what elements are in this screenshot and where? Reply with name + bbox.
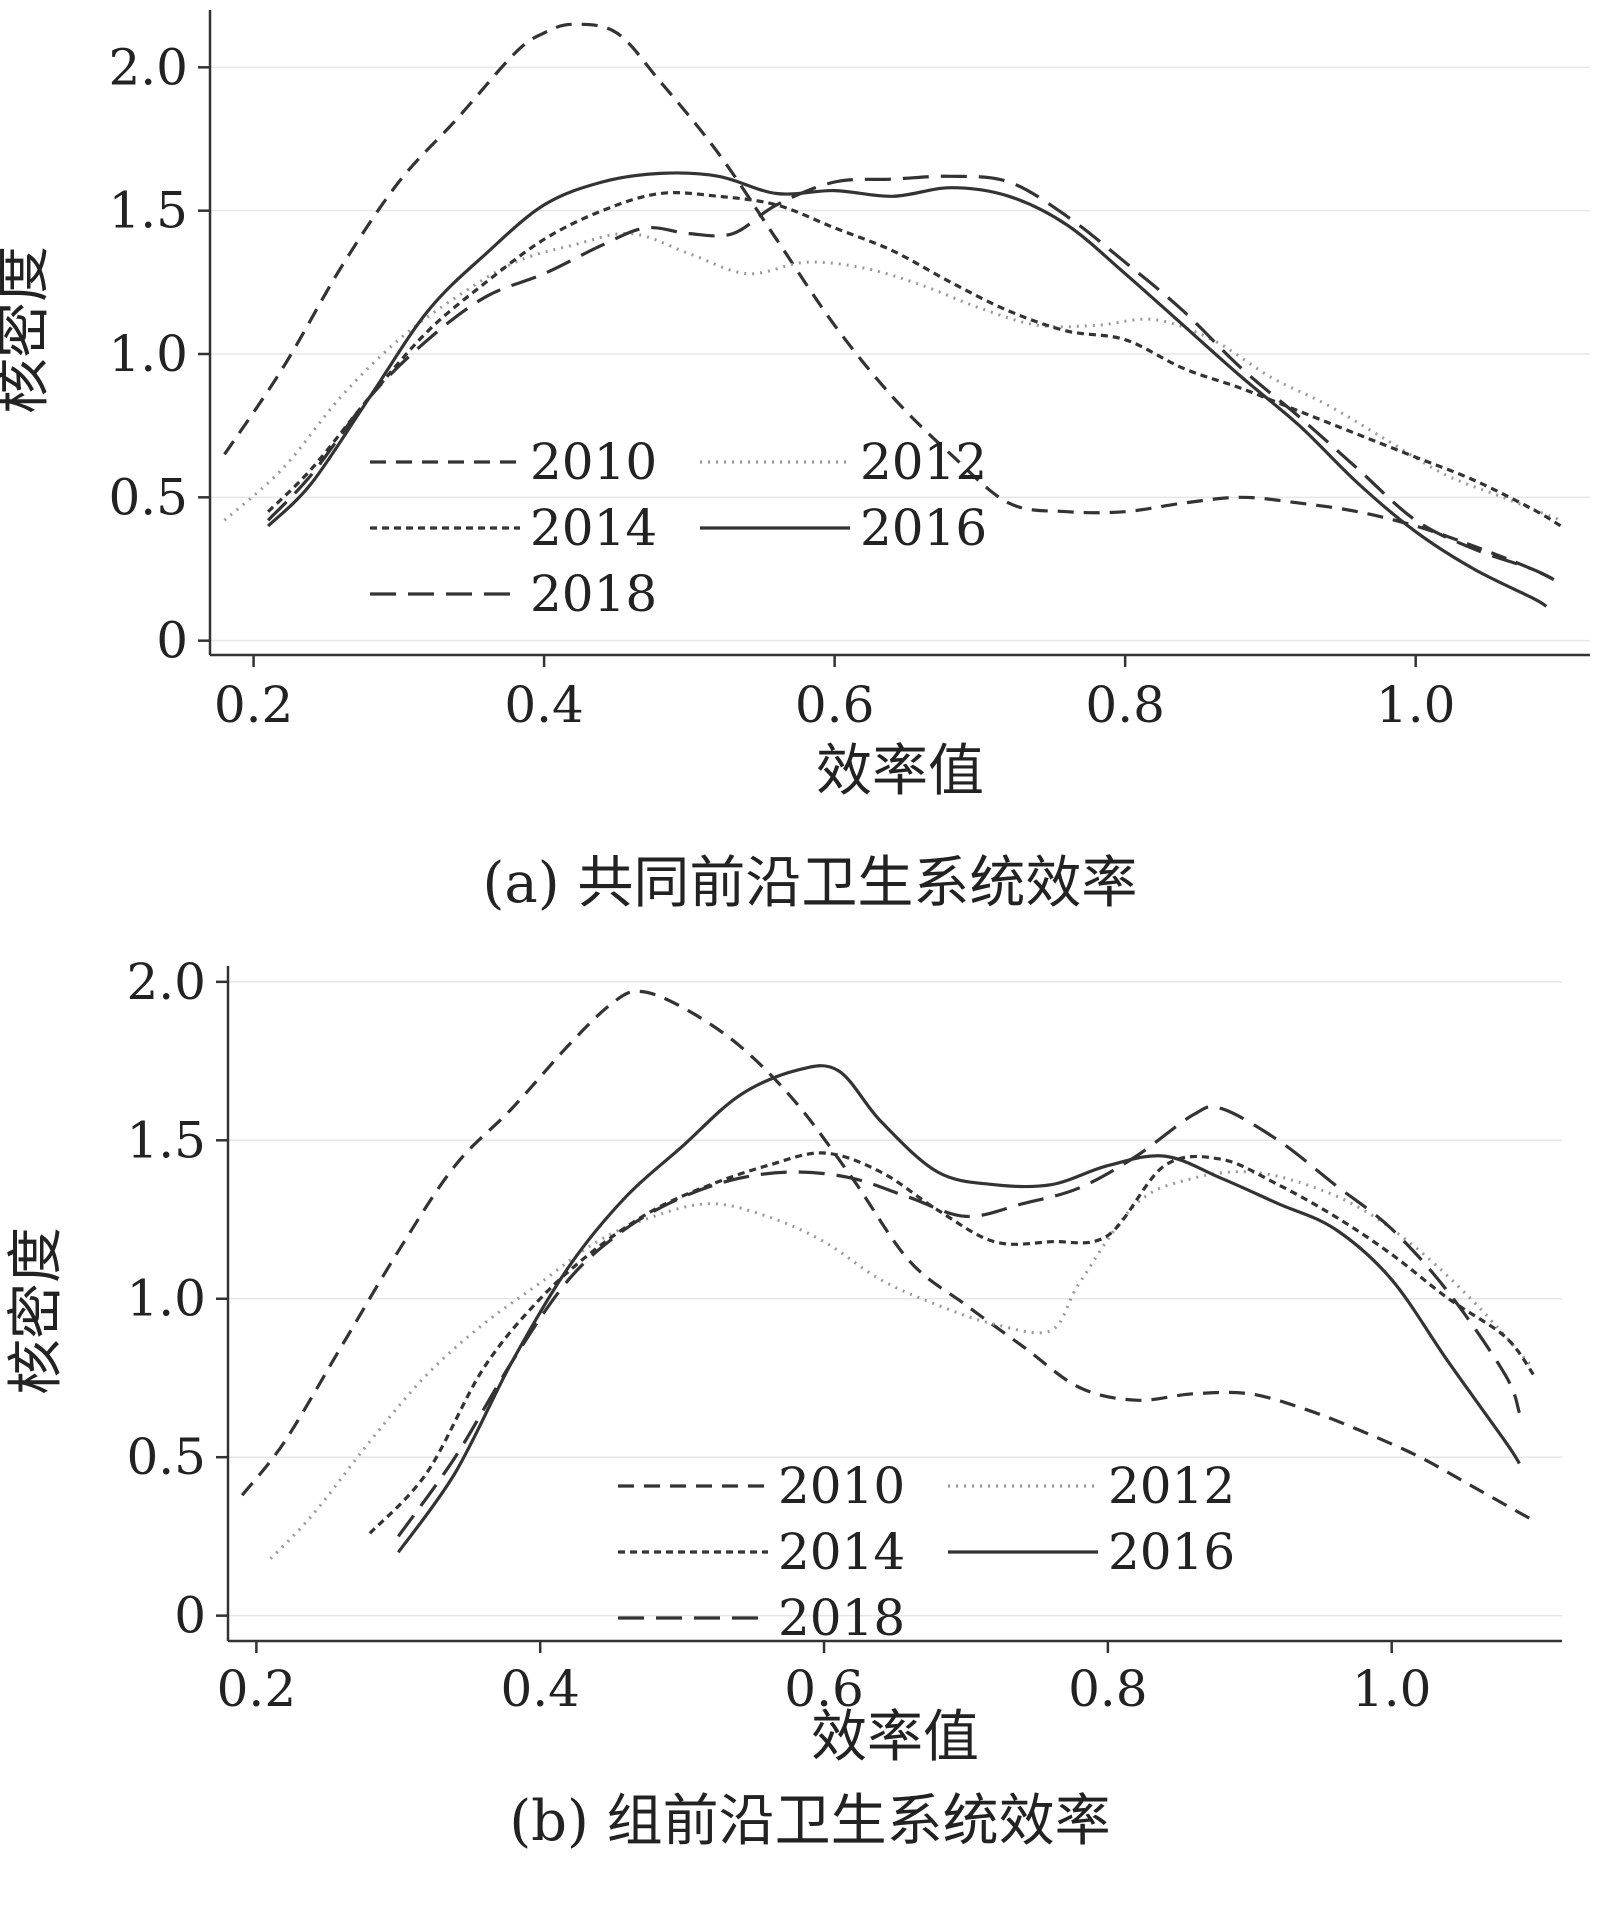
kernel-density-chart-a: 0 0.5 1.0 1.5 2.0 0.2 0.4 0.6 0.8 1.0 效率值 核密度 2010 20… (0, 10, 1590, 804)
x-tick-label: 0.4 (500, 1660, 580, 1718)
y-axis-label: 核密度 (0, 246, 56, 414)
x-tick-label: 0.8 (1085, 676, 1165, 734)
x-tick-label: 0.2 (214, 676, 294, 734)
series-line-2016 (266, 171, 1548, 608)
x-axis-label: 效率值 (811, 1705, 979, 1770)
series-line-2012 (269, 1170, 1535, 1560)
legend-label-2018: 2018 (530, 565, 657, 623)
y-tick-label: 2.0 (108, 38, 188, 96)
x-axis-label: 效率值 (816, 739, 984, 804)
x-tick-label: 0.2 (217, 1660, 297, 1718)
y-tick-label: 0.5 (108, 468, 188, 526)
chart-panel-a: 0 0.5 1.0 1.5 2.0 0.2 0.4 0.6 0.8 1.0 效率值 核密度 2010 20… (0, 10, 1590, 916)
y-tick-label: 2.0 (126, 956, 206, 1011)
y-tick-label: 1.0 (108, 325, 188, 383)
y-tick-label: 0 (156, 612, 188, 670)
y-tick-label: 1.0 (126, 1270, 206, 1328)
y-tick-label: 1.5 (126, 1111, 206, 1169)
x-tick-label: 1.0 (1376, 676, 1456, 734)
legend-label-2018: 2018 (778, 1589, 905, 1647)
x-tick-label: 0.4 (504, 676, 584, 734)
y-axis-label: 核密度 (4, 1227, 69, 1395)
series-line-2014 (368, 1151, 1535, 1535)
legend-label-2012: 2012 (1108, 1457, 1235, 1515)
y-tick-label: 1.5 (108, 182, 188, 240)
series-line-2016 (397, 1064, 1521, 1554)
legend-label-2010: 2010 (778, 1457, 905, 1515)
y-tick-label: 0.5 (126, 1428, 206, 1486)
chart-caption: (b) 组前沿卫生系统效率 (509, 1789, 1111, 1854)
series-line-2010 (223, 22, 1562, 585)
x-tick-label: 0.6 (795, 676, 875, 734)
series-line-2018 (397, 1105, 1521, 1538)
legend-label-2016: 2016 (1108, 1523, 1235, 1581)
kernel-density-chart-b: 0 0.5 1.0 1.5 2.0 0.2 0.4 0.6 0.8 1.0 效率值 核密度 2010 20… (4, 956, 1562, 1770)
legend-label-2014: 2014 (530, 499, 657, 557)
legend-label-2012: 2012 (860, 433, 987, 491)
legend-label-2010: 2010 (530, 433, 657, 491)
x-tick-label: 0.8 (1068, 1660, 1148, 1718)
x-tick-label: 1.0 (1352, 1660, 1432, 1718)
y-tick-label: 0 (174, 1587, 206, 1645)
series-line-2010 (240, 989, 1535, 1522)
legend-label-2016: 2016 (860, 499, 987, 557)
x-tick-label: 0.6 (784, 1660, 864, 1718)
legend-label-2014: 2014 (778, 1523, 905, 1581)
chart-caption: (a) 共同前沿卫生系统效率 (482, 851, 1138, 916)
chart-panel-b: 0 0.5 1.0 1.5 2.0 0.2 0.4 0.6 0.8 1.0 效率值 核密度 2010 20… (0, 956, 1620, 1912)
